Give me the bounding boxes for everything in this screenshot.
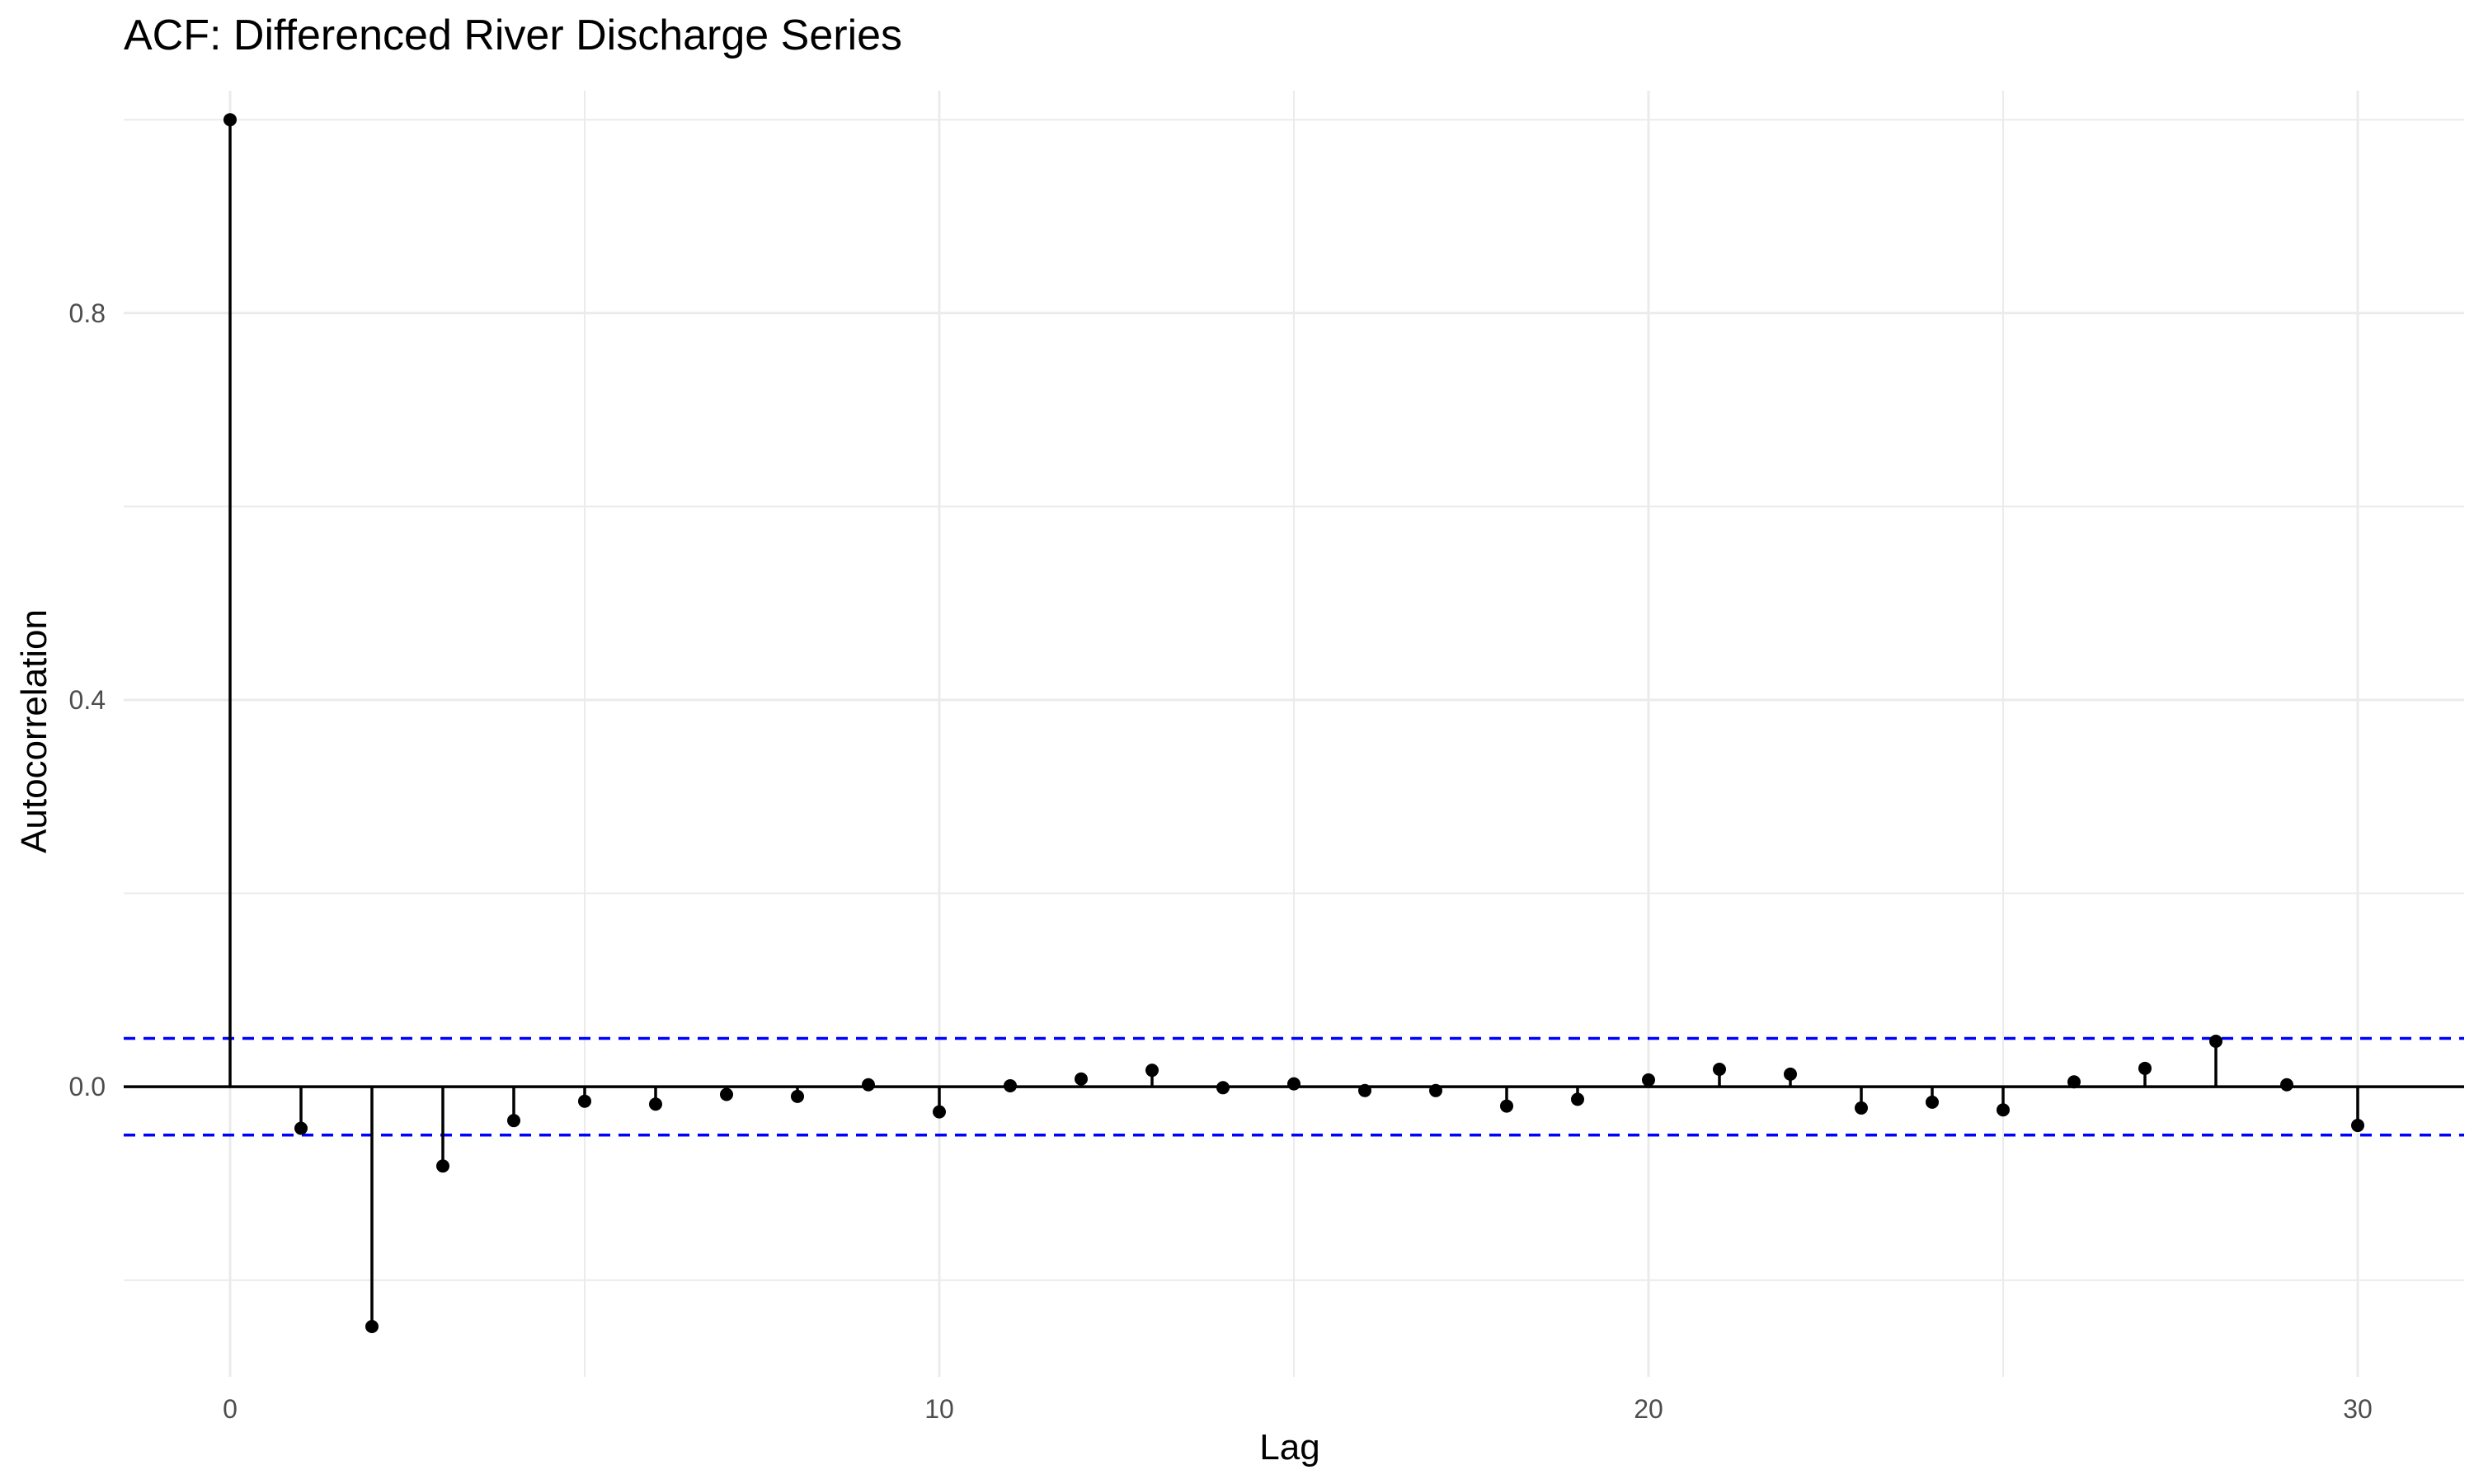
acf-point-lag-13 [1145,1064,1159,1078]
acf-point-lag-30 [2351,1119,2364,1133]
x-tick-labels: 0 10 20 30 [223,1394,2373,1424]
acf-point-lag-4 [507,1114,520,1128]
x-tick-label: 0 [223,1394,238,1424]
x-tick-label: 30 [2343,1394,2373,1424]
y-tick-label: 0.4 [69,685,106,715]
acf-point-lag-26 [2067,1075,2081,1089]
x-tick-label: 20 [1634,1394,1663,1424]
acf-point-lag-2 [365,1320,379,1334]
acf-point-lag-28 [2209,1034,2222,1048]
acf-point-lag-3 [436,1159,449,1173]
acf-point-lag-1 [294,1121,308,1135]
acf-point-lag-12 [1075,1072,1088,1086]
grid [124,91,2464,1377]
acf-points [223,113,2364,1334]
acf-point-lag-7 [720,1087,733,1101]
acf-point-lag-27 [2138,1061,2152,1075]
acf-point-lag-18 [1500,1099,1513,1113]
y-axis-title: Autocorrelation [14,609,54,853]
acf-point-lag-0 [223,113,237,127]
acf-point-lag-10 [933,1105,946,1119]
acf-point-lag-20 [1642,1073,1655,1087]
acf-point-lag-15 [1287,1077,1300,1091]
x-tick-label: 10 [924,1394,954,1424]
acf-point-lag-6 [649,1097,662,1111]
acf-point-lag-8 [791,1089,804,1103]
acf-point-lag-11 [1004,1078,1017,1092]
acf-point-lag-25 [1997,1103,2010,1117]
acf-point-lag-9 [862,1078,875,1092]
acf-point-lag-23 [1855,1101,1868,1115]
confidence-bands [124,1036,2464,1137]
acf-point-lag-19 [1571,1092,1584,1106]
acf-point-lag-21 [1713,1063,1726,1077]
y-tick-label: 0.8 [69,298,106,328]
acf-point-lag-17 [1429,1083,1442,1097]
acf-point-lag-14 [1216,1081,1230,1095]
acf-point-lag-5 [578,1094,591,1108]
y-tick-labels: 0.0 0.4 0.8 [69,298,106,1101]
y-tick-label: 0.0 [69,1072,106,1101]
acf-point-lag-29 [2280,1078,2293,1092]
acf-point-lag-22 [1784,1067,1797,1081]
chart-title: ACF: Differenced River Discharge Series [124,12,902,59]
acf-point-lag-16 [1358,1083,1371,1097]
x-axis-title: Lag [1259,1427,1319,1468]
acf-point-lag-24 [1926,1095,1939,1109]
